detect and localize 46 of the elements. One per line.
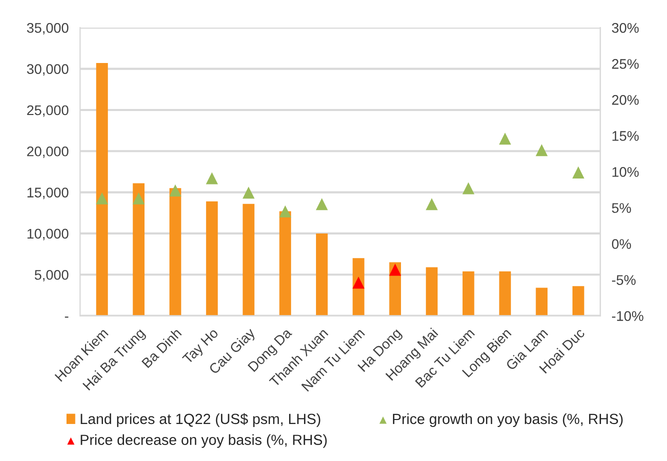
point — [279, 205, 292, 218]
point — [169, 184, 182, 196]
bar — [316, 233, 328, 316]
y-tick-label: 35,000 — [26, 22, 68, 34]
bar — [96, 63, 108, 316]
point — [352, 276, 365, 289]
y2-tick-label: 20% — [612, 95, 639, 105]
point — [462, 182, 474, 194]
point — [426, 198, 438, 210]
bar — [536, 288, 548, 316]
y-tick-label: 5,000 — [34, 270, 68, 282]
bar — [426, 267, 438, 316]
y-tick-label: 30,000 — [26, 64, 68, 76]
point — [499, 132, 512, 145]
y-tick-label: 15,000 — [28, 188, 68, 200]
bar — [132, 183, 145, 316]
point — [242, 186, 255, 199]
y2-tick-label: 25% — [612, 59, 639, 69]
y2-tick-label: 15% — [612, 131, 639, 141]
y2-tick-label: 0% — [612, 239, 631, 249]
point — [389, 264, 402, 276]
point — [536, 144, 548, 156]
bar — [242, 204, 254, 316]
bar — [499, 271, 511, 316]
y2-tick-label: 5% — [612, 203, 631, 213]
point — [572, 166, 584, 178]
point — [316, 198, 328, 210]
y-tick-label: - — [64, 316, 68, 318]
y-tick-label: 10,000 — [28, 228, 68, 240]
point — [96, 192, 108, 204]
y2-tick-label: -10% — [612, 311, 644, 321]
legend-label: Land prices at 1Q22 (US$ psm, LHS) — [80, 413, 320, 427]
y-tick-label: 25,000 — [27, 105, 68, 117]
y-tick-label: 20,000 — [27, 146, 68, 158]
bar — [462, 271, 474, 316]
y2-tick-label: 30% — [612, 22, 639, 33]
bar — [169, 188, 182, 316]
point — [206, 172, 218, 184]
legend-label: Price decrease on yoy basis (%, RHS) — [80, 434, 327, 448]
bar — [279, 211, 292, 316]
point — [132, 192, 145, 204]
bar — [572, 286, 584, 316]
y2-tick-label: 10% — [612, 167, 639, 177]
bar — [206, 201, 218, 316]
legend-label: Price growth on yoy basis (%, RHS) — [392, 413, 623, 427]
y2-tick-label: -5% — [612, 275, 636, 285]
